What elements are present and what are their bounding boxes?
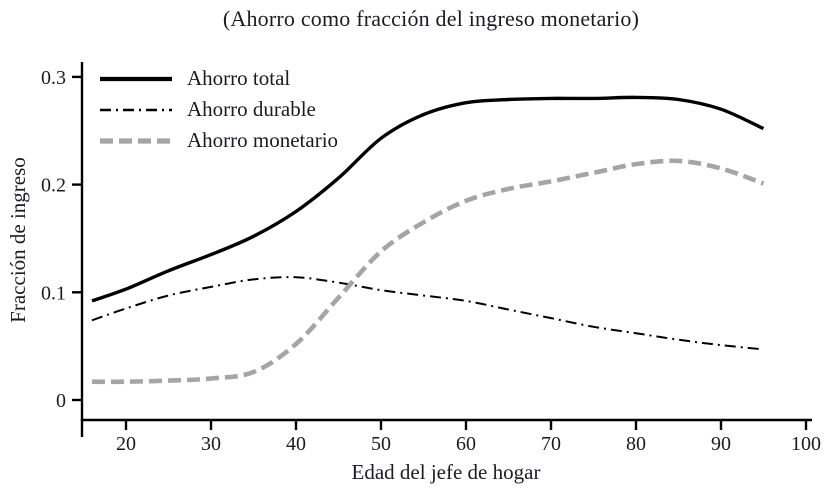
x-axis-label: Edad del jefe de hogar xyxy=(351,460,541,484)
x-tick-label: 40 xyxy=(286,433,306,455)
x-tick-label: 60 xyxy=(456,433,476,455)
x-tick-label: 30 xyxy=(201,433,221,455)
y-axis-label: Fracción de ingreso xyxy=(6,157,30,323)
legend-label: Ahorro monetario xyxy=(187,128,339,152)
series-path-ahorro-monetario xyxy=(91,158,765,385)
x-tick-label: 20 xyxy=(116,433,136,455)
series-path-ahorro-durable xyxy=(91,276,764,351)
x-tick-label: 90 xyxy=(711,433,731,455)
chart-title: (Ahorro como fracción del ingreso moneta… xyxy=(222,6,640,31)
series-path-ahorro-total xyxy=(91,95,765,303)
y-tick-label: 0 xyxy=(56,390,66,412)
y-tick-label: 0.2 xyxy=(41,175,66,197)
y-tick-label: 0.3 xyxy=(41,67,66,89)
x-tick-label: 50 xyxy=(371,433,391,455)
x-tick-label: 80 xyxy=(626,433,646,455)
legend-line-dashdot-icon xyxy=(100,108,172,111)
legend-label: Ahorro durable xyxy=(187,97,316,121)
legend-item-ahorro-total: Ahorro total xyxy=(98,63,338,94)
legend-item-ahorro-durable: Ahorro durable xyxy=(98,94,338,125)
legend-item-ahorro-monetario: Ahorro monetario xyxy=(98,125,338,156)
legend-line-solid-icon xyxy=(100,76,172,81)
x-tick-label: 70 xyxy=(541,433,561,455)
legend-line-dashed-icon xyxy=(100,137,172,144)
y-tick-label: 0.1 xyxy=(41,282,66,304)
legend-label: Ahorro total xyxy=(187,66,291,90)
x-tick-label: 100 xyxy=(791,433,821,455)
chart-legend: Ahorro total Ahorro durable Ahorro monet… xyxy=(98,63,338,156)
